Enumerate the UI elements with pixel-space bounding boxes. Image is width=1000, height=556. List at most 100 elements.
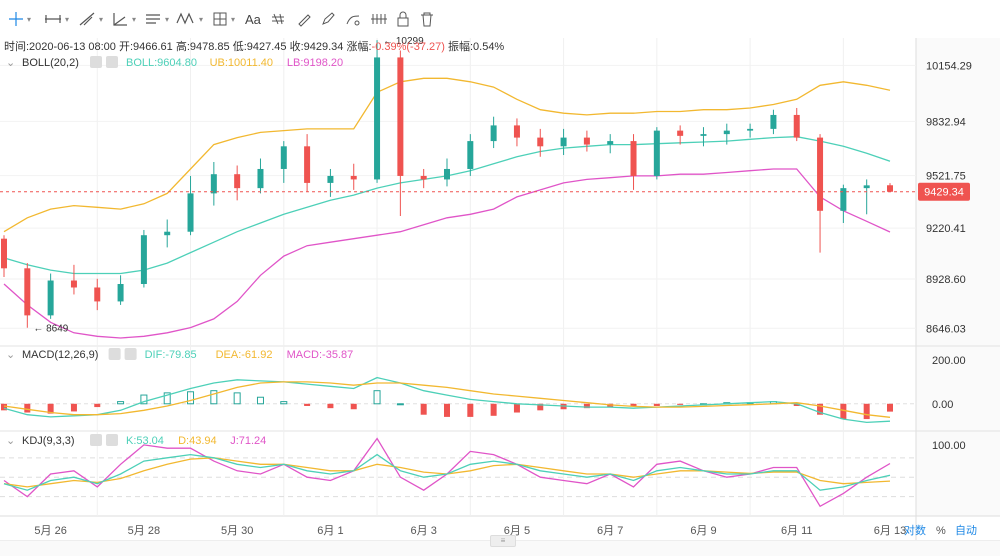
macd-bar [537, 403, 544, 411]
close-icon [124, 348, 137, 360]
macd-bar [327, 403, 334, 409]
indicator-value: D:43.94 [178, 435, 217, 447]
candle-body [210, 174, 217, 194]
candle-body [863, 185, 870, 189]
candle-body [887, 185, 893, 192]
candle-body [117, 284, 124, 302]
candle-body [350, 175, 357, 180]
ohlc-field: 时间:2020-06-13 08:00 [4, 40, 119, 53]
candle-body [747, 128, 754, 131]
macd-bar [373, 390, 381, 405]
candle-body [24, 268, 31, 316]
ohlc-field: 涨幅: [346, 40, 371, 53]
macd-bar [513, 403, 520, 413]
channel-icon[interactable]: ▾ [144, 9, 169, 29]
candle-body [700, 134, 707, 136]
bars-pattern-icon[interactable] [370, 9, 388, 29]
brush-icon[interactable] [296, 9, 312, 29]
scroll-handle[interactable]: ≡ [490, 535, 516, 547]
candle-body [677, 130, 684, 136]
candle-body [47, 280, 54, 316]
trend-line-icon[interactable]: ▾ [78, 9, 103, 29]
candle [70, 264, 77, 295]
candle [117, 275, 124, 305]
drawing-toolbar: ▾ ▾ ▾ ▾ ▾ ▾ ▾ Aa [0, 0, 1000, 38]
horizontal-line-icon[interactable]: ▾ [44, 9, 69, 29]
candle [537, 128, 544, 157]
candle-body [420, 175, 427, 180]
lock-icon[interactable] [396, 9, 410, 29]
macd-bar [887, 403, 893, 412]
candle-body [537, 137, 544, 147]
candle [234, 165, 241, 201]
candle [677, 125, 684, 145]
wave-icon[interactable]: ▾ [176, 9, 203, 29]
collapse-icon: ⌄ [6, 435, 15, 447]
x-tick-label: 5月 30 [221, 525, 253, 537]
current-price-tag-bg [918, 182, 970, 201]
candle [723, 123, 730, 145]
candle [817, 134, 824, 253]
indicator-value: K:53.04 [126, 435, 164, 447]
macd-bar [117, 401, 125, 405]
candle [420, 168, 427, 189]
candle-body [327, 175, 334, 183]
candle-body [374, 57, 381, 180]
pencil-icon[interactable] [320, 9, 336, 29]
candle-body [257, 168, 264, 189]
grid-icon[interactable]: ▾ [212, 9, 235, 29]
x-tick-label: 5月 28 [128, 525, 160, 537]
candle-body [397, 57, 404, 176]
pattern-icon[interactable] [270, 9, 286, 29]
angle-icon[interactable]: ▾ [111, 9, 136, 29]
axis-mode-button[interactable]: 对数 [904, 523, 926, 537]
text-tool[interactable]: Aa [245, 9, 261, 29]
macd-bar [210, 390, 218, 405]
macd-bar [163, 392, 171, 405]
candle [140, 229, 147, 288]
low-annotation: ← 8649 [33, 324, 68, 335]
measure-icon[interactable] [345, 9, 361, 29]
x-tick-label: 6月 11 [781, 525, 813, 537]
price-ticks: 10154.29 9832.94 9521.75 9220.41 8928.60 8646… [0, 60, 972, 335]
candle [257, 158, 264, 194]
macd-bar [420, 403, 427, 415]
indicator-value: BOLL:9604.80 [126, 57, 197, 69]
indicator-value: LB:9198.20 [287, 57, 343, 69]
candle [374, 40, 381, 183]
axis-mode-button[interactable]: 自动 [955, 524, 977, 537]
time-scroll-bar[interactable]: ≡ [0, 535, 1000, 556]
axis-mode-button[interactable]: % [936, 525, 946, 537]
candle [513, 118, 520, 147]
macd-bar [140, 394, 148, 405]
price-tick-label: 9220.41 [926, 223, 966, 235]
ohlc-field: 低:9427.45 [233, 40, 290, 53]
macd-bar [24, 403, 31, 413]
crosshair-icon[interactable]: ▾ [8, 9, 31, 29]
candle-body [607, 141, 614, 145]
candle [747, 123, 754, 138]
macd-histogram [1, 390, 893, 420]
candle-body [817, 137, 824, 211]
macd-bar [1, 403, 7, 411]
candle [210, 162, 217, 206]
macd-bar [94, 403, 101, 408]
boll-upper-line [3, 77, 891, 233]
candle-body [94, 287, 101, 302]
candle [280, 141, 287, 183]
indicator-name: MACD(12,26,9) [22, 349, 98, 361]
close-icon [106, 56, 118, 68]
macd-tick-label: 0.00 [932, 399, 953, 411]
candle-body [444, 168, 450, 180]
x-tick-label: 6月 7 [597, 525, 623, 537]
indicator-value: J:71.24 [230, 435, 266, 447]
macd-bar [630, 403, 637, 406]
macd-bar [863, 403, 870, 420]
candle [164, 219, 171, 248]
trash-icon[interactable] [420, 9, 434, 29]
x-tick-label: 6月 3 [411, 525, 437, 537]
price-tick-label: 8646.03 [926, 323, 966, 335]
close-icon [106, 434, 118, 446]
